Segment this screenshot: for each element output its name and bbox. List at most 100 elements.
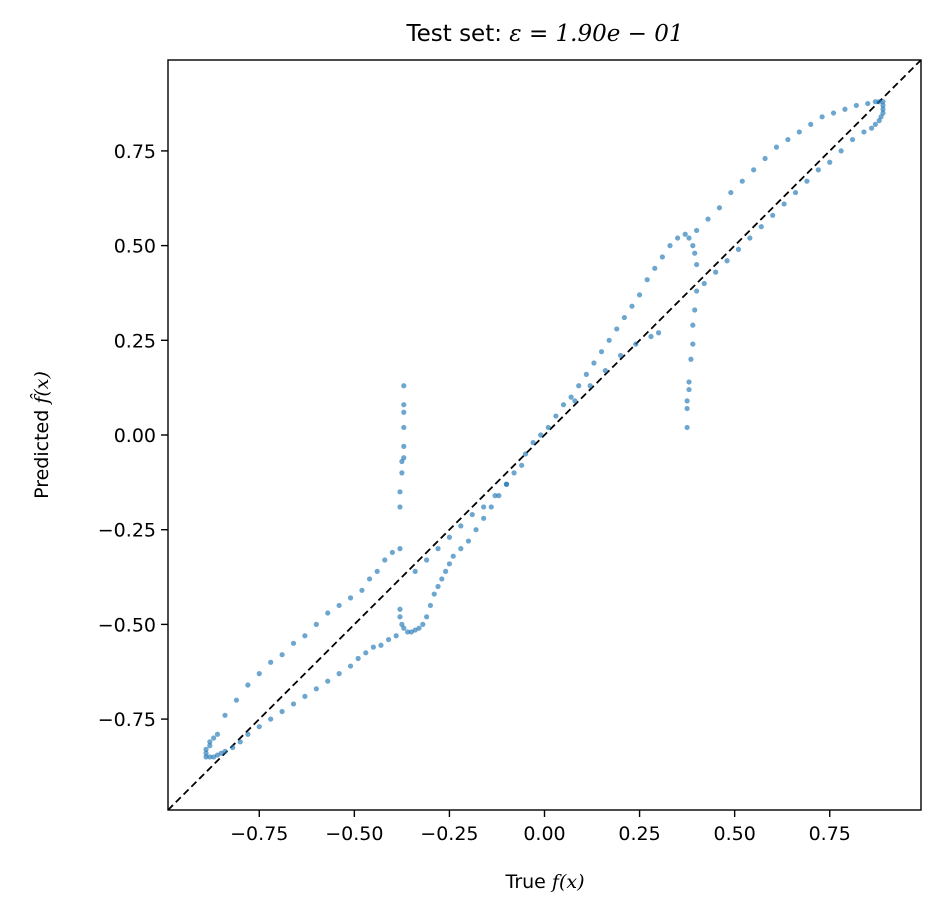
scatter-point <box>686 379 692 385</box>
scatter-point <box>496 493 502 499</box>
scatter-point <box>865 100 871 107</box>
scatter-point <box>397 614 403 620</box>
chart-title-math: ε = 1.90e − 01 <box>509 21 683 47</box>
scatter-point <box>568 394 574 400</box>
y-axis: −0.75 −0.50 −0.25 0.00 0.25 0.50 0.75 <box>98 141 168 731</box>
scatter-point <box>245 682 251 688</box>
scatter-point <box>553 413 559 419</box>
scatter-point <box>313 686 319 692</box>
scatter-point <box>692 250 698 256</box>
scatter-point <box>617 352 624 359</box>
scatter-point <box>538 432 544 438</box>
scatter-point <box>781 201 787 207</box>
scatter-point <box>880 106 886 112</box>
scatter-point <box>808 121 814 127</box>
scatter-point <box>583 371 589 377</box>
scatter-point <box>827 159 833 165</box>
scatter-point <box>465 538 472 544</box>
scatter-point <box>655 330 662 336</box>
scatter-point <box>473 527 479 533</box>
scatter-point <box>290 701 297 707</box>
scatter-point <box>853 102 859 109</box>
scatter-point <box>648 333 654 340</box>
scatter-point <box>530 439 536 446</box>
scatter-point <box>872 99 878 105</box>
scatter-point <box>399 470 405 476</box>
scatter-point <box>716 205 723 211</box>
y-tick-label: 0.00 <box>114 425 156 447</box>
scatter-point <box>397 489 403 495</box>
scatter-points <box>203 99 886 760</box>
scatter-point <box>861 129 867 135</box>
scatter-point <box>747 235 753 241</box>
scatter-point <box>207 743 213 749</box>
scatter-point <box>214 731 221 737</box>
scatter-point <box>404 629 411 635</box>
scatter-point <box>222 712 228 718</box>
scatter-point <box>880 102 886 109</box>
scatter-point <box>393 633 399 639</box>
reference-line <box>168 60 921 810</box>
scatter-point <box>684 405 690 412</box>
scatter-point <box>796 129 802 135</box>
scatter-point <box>325 678 331 684</box>
scatter-point <box>207 754 213 760</box>
scatter-point <box>842 106 848 112</box>
scatter-point <box>458 546 464 552</box>
scatter-point <box>203 754 209 760</box>
scatter-point <box>690 322 696 328</box>
scatter-point <box>203 746 209 752</box>
scatter-point <box>401 443 407 449</box>
scatter-point <box>519 462 525 468</box>
scatter-point <box>245 731 251 737</box>
scatter-point <box>230 744 236 751</box>
scatter-point <box>268 716 274 722</box>
scatter-point <box>701 280 707 287</box>
scatter-point <box>290 640 297 646</box>
x-axis-label: True f(x) <box>505 871 585 893</box>
scatter-point <box>880 99 886 105</box>
scatter-point <box>401 383 407 389</box>
scatter-point <box>401 424 407 431</box>
scatter-point <box>207 739 213 745</box>
scatter-point <box>690 341 696 347</box>
scatter-point <box>336 602 342 609</box>
scatter-point <box>325 610 331 616</box>
x-tick-label: −0.25 <box>420 823 478 845</box>
scatter-point <box>435 546 441 552</box>
scatter-point <box>606 337 612 343</box>
scatter-point <box>401 402 407 408</box>
scatter-point <box>652 265 658 271</box>
scatter-point <box>446 561 453 567</box>
scatter-point <box>688 356 694 362</box>
scatter-point <box>686 386 692 393</box>
scatter-point <box>503 481 510 487</box>
scatter-point <box>450 553 456 559</box>
scatter-point <box>222 748 228 754</box>
scatter-point <box>211 735 217 741</box>
scatter-point <box>686 235 692 241</box>
scatter-point <box>302 633 308 639</box>
scatter-point <box>366 576 373 582</box>
scatter-point <box>427 602 434 609</box>
scatter-point <box>659 254 665 260</box>
scatter-point <box>279 652 285 658</box>
scatter-point <box>735 246 742 252</box>
scatter-point <box>435 583 441 590</box>
scatter-point <box>412 568 418 574</box>
scatter-point <box>545 424 551 431</box>
scatter-point <box>420 621 426 627</box>
y-tick-label: 0.50 <box>114 236 156 258</box>
scatter-point <box>397 606 403 612</box>
scatter-point <box>279 708 285 715</box>
scatter-point <box>830 110 837 116</box>
scatter-point <box>849 136 856 143</box>
scatter-point <box>416 625 422 631</box>
scatter-point <box>705 216 711 222</box>
scatter-point <box>363 650 369 656</box>
scatter-point <box>576 383 582 389</box>
x-axis: −0.75 −0.50 −0.25 0.00 0.25 0.50 0.75 <box>230 810 851 845</box>
y-tick-label: −0.75 <box>98 709 156 731</box>
